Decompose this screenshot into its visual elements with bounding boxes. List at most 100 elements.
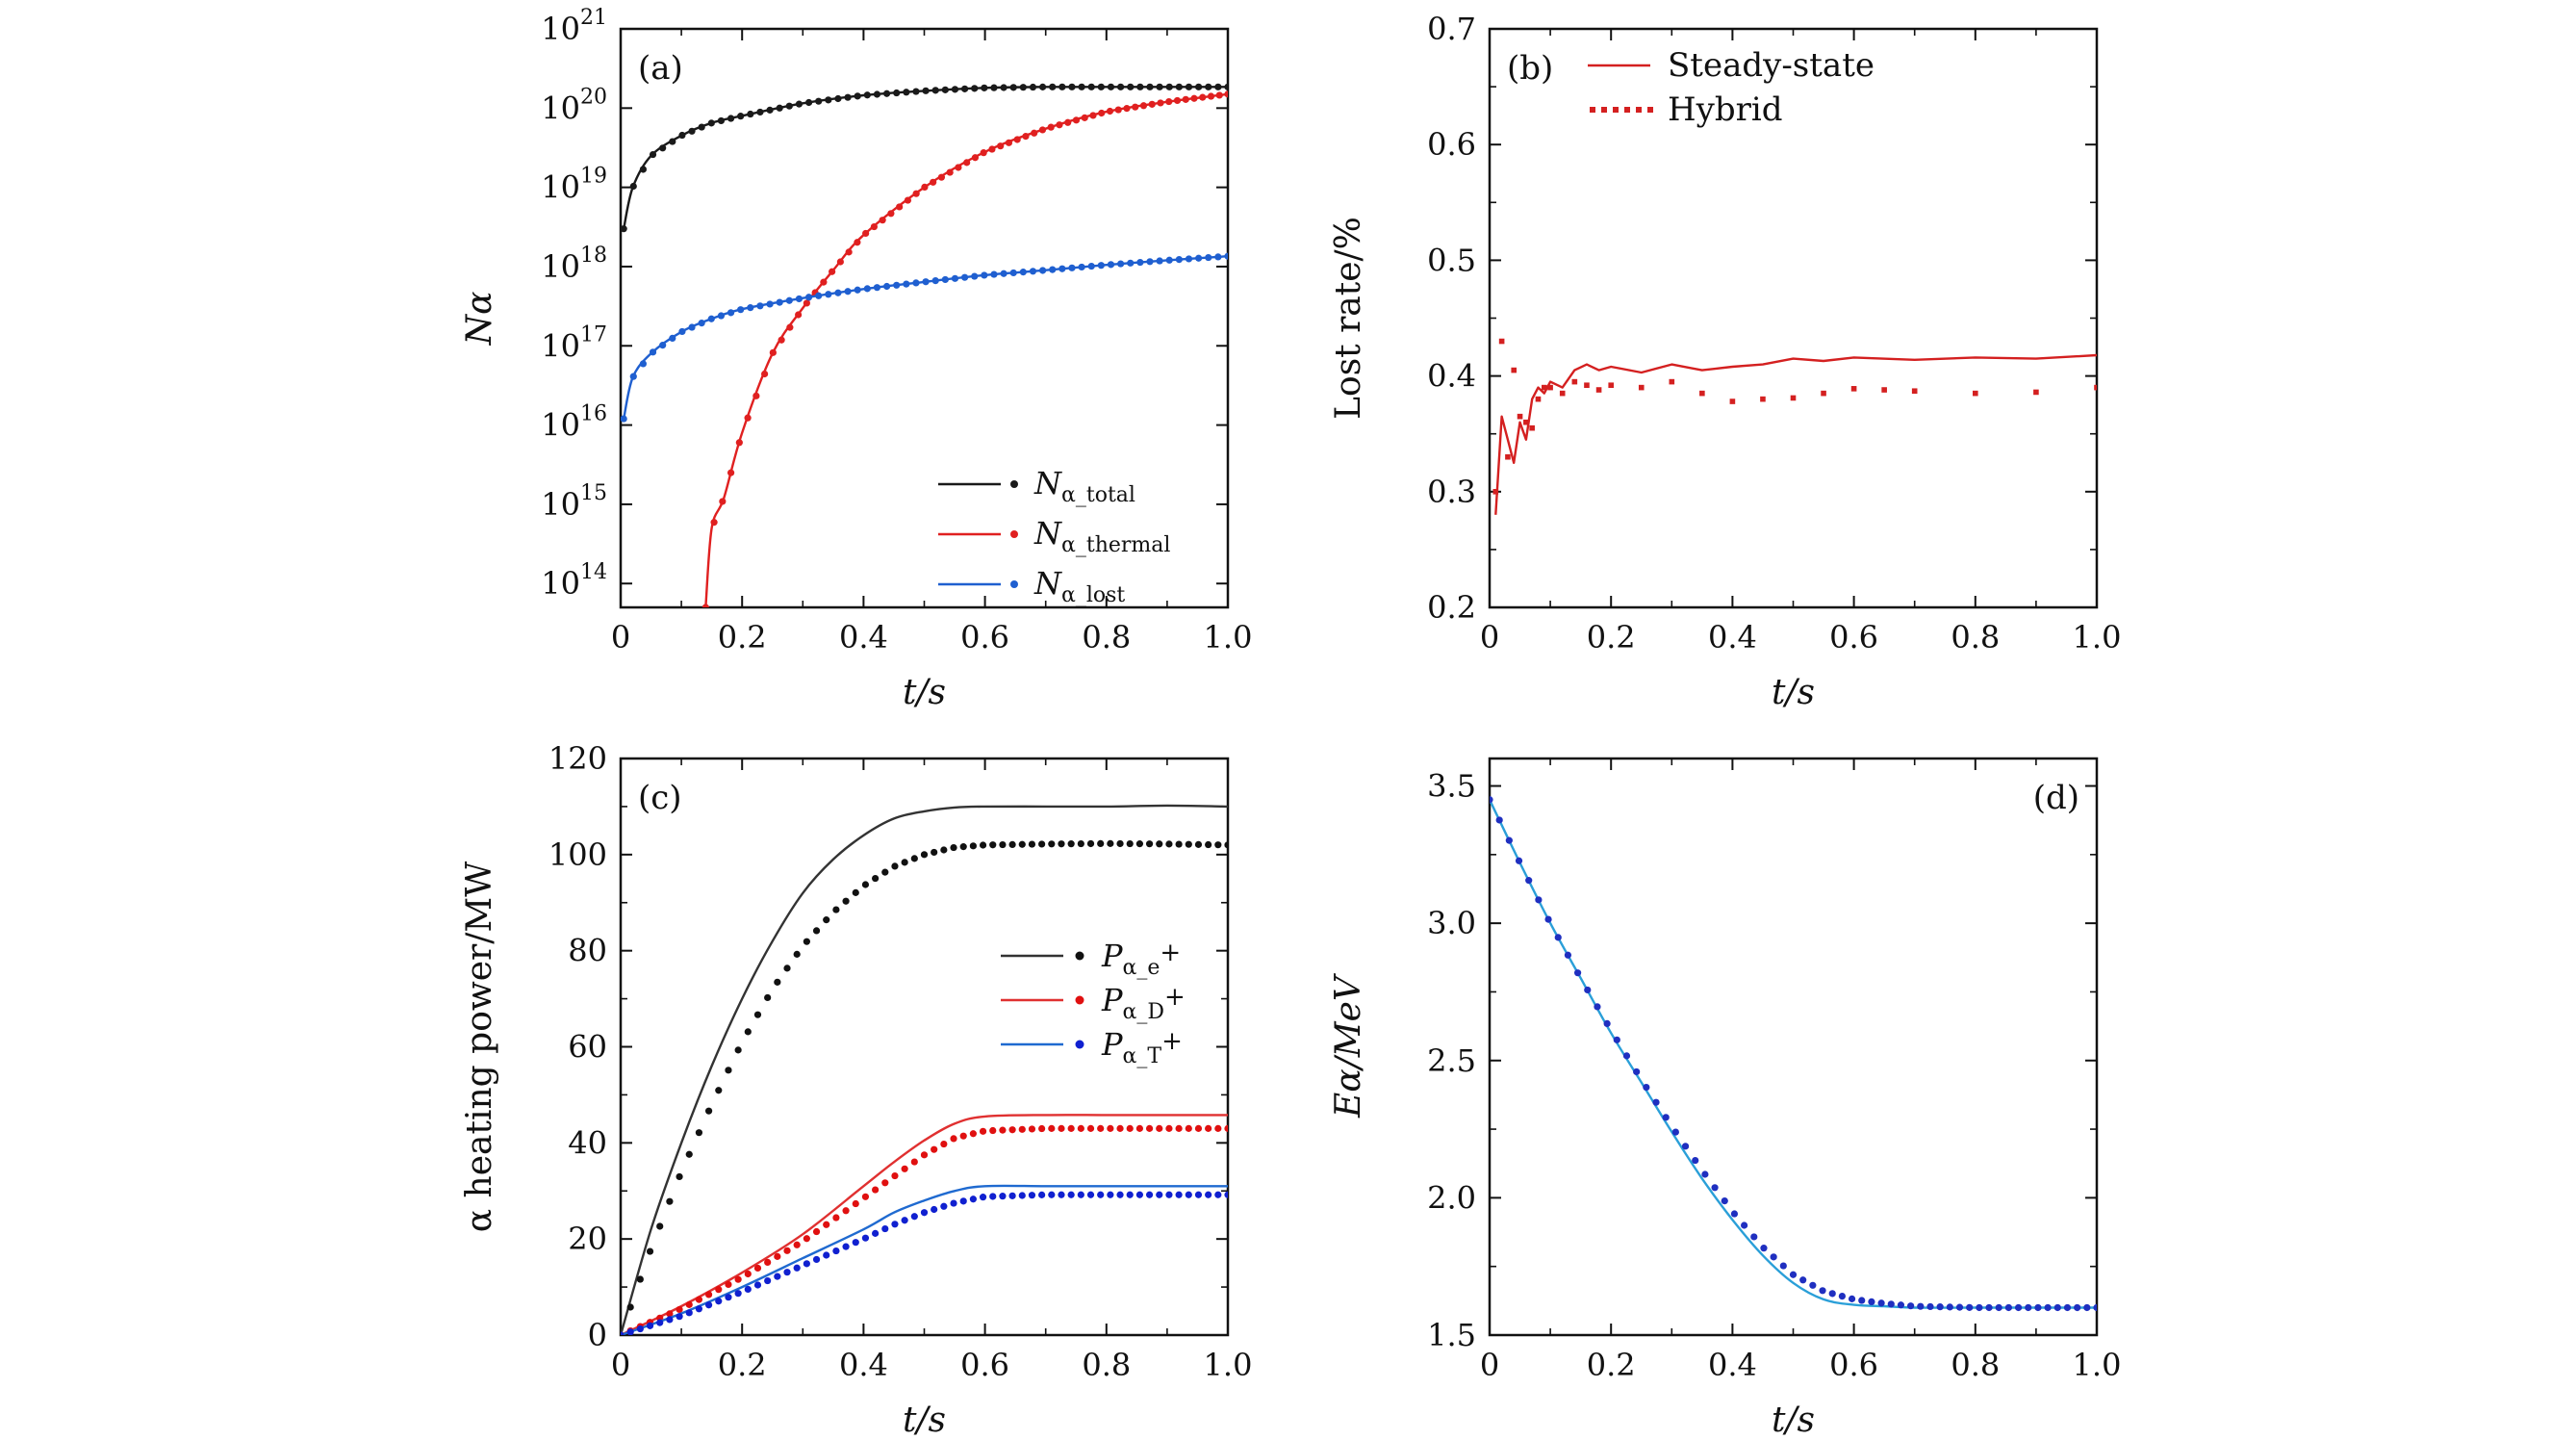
legend-main: N bbox=[1033, 515, 1062, 552]
data-point bbox=[764, 993, 772, 1002]
data-point bbox=[844, 288, 852, 296]
data-point bbox=[747, 304, 754, 312]
data-point bbox=[1117, 260, 1125, 268]
data-point bbox=[881, 1179, 889, 1187]
data-point bbox=[852, 1199, 859, 1208]
data-point bbox=[820, 278, 828, 286]
data-point bbox=[1156, 1191, 1163, 1198]
data-point bbox=[2063, 1303, 2072, 1312]
data-point bbox=[812, 927, 821, 935]
data-point bbox=[1868, 1298, 1875, 1306]
data-point bbox=[734, 1275, 742, 1283]
y-tick-label: 20 bbox=[568, 1221, 607, 1257]
plot-area bbox=[1492, 338, 2097, 515]
data-point bbox=[959, 1197, 967, 1205]
data-point bbox=[1850, 386, 1857, 392]
data-point bbox=[979, 841, 987, 849]
y-tick-label: 0.2 bbox=[1427, 589, 1476, 626]
data-point bbox=[999, 840, 1007, 849]
data-point bbox=[971, 154, 980, 162]
data-point bbox=[959, 1132, 967, 1140]
data-point bbox=[829, 268, 836, 275]
data-point bbox=[1492, 489, 1499, 495]
data-point bbox=[1072, 116, 1081, 124]
data-point bbox=[2053, 1303, 2061, 1312]
series-0 bbox=[621, 804, 1228, 1335]
y-tick-label: 0.5 bbox=[1427, 242, 1476, 278]
data-point bbox=[896, 203, 904, 211]
data-point bbox=[1114, 106, 1122, 114]
data-point bbox=[786, 323, 794, 331]
y-tick-base: 10 bbox=[541, 486, 580, 523]
data-point bbox=[761, 370, 769, 378]
data-point bbox=[1086, 1124, 1095, 1132]
data-point bbox=[685, 1309, 693, 1317]
series-5 bbox=[621, 1191, 1228, 1335]
data-point bbox=[1031, 129, 1038, 137]
data-point bbox=[621, 1331, 625, 1335]
data-point bbox=[1175, 83, 1183, 90]
y-tick-label: 1020 bbox=[541, 85, 607, 126]
data-point bbox=[1018, 1125, 1026, 1133]
data-point bbox=[1185, 1191, 1192, 1198]
data-point bbox=[1917, 1302, 1925, 1310]
legend-label: Pα_T+ bbox=[1101, 1026, 1183, 1068]
legend-marker bbox=[1075, 1040, 1084, 1049]
panel-a: 0 0.2 0.4 0.6 0.8 1.0101410151016101710181019… bbox=[460, 6, 1252, 712]
data-point bbox=[704, 1291, 713, 1299]
panel-label: (a) bbox=[638, 49, 683, 88]
x-tick-label: 0.8 bbox=[1951, 1347, 2000, 1383]
data-point bbox=[715, 1286, 723, 1294]
x-tick-label: 0.2 bbox=[718, 1347, 767, 1383]
data-point bbox=[795, 311, 803, 319]
data-point bbox=[971, 272, 979, 280]
x-axis-label: t/s bbox=[903, 1401, 946, 1440]
y-tick-label: 0.7 bbox=[1427, 11, 1476, 47]
data-point bbox=[960, 273, 969, 281]
data-point bbox=[717, 312, 726, 320]
data-point bbox=[1067, 840, 1075, 848]
legend-marker bbox=[1010, 480, 1018, 488]
data-point bbox=[1089, 112, 1097, 119]
data-point bbox=[1224, 1191, 1228, 1198]
data-point bbox=[842, 1207, 850, 1215]
data-point bbox=[1116, 839, 1124, 848]
data-point bbox=[666, 1310, 674, 1318]
data-point bbox=[1135, 1191, 1144, 1198]
data-point bbox=[1038, 1191, 1046, 1198]
data-point bbox=[1018, 840, 1026, 848]
data-point bbox=[626, 1328, 634, 1335]
y-tick-label: 1014 bbox=[541, 560, 607, 602]
data-point bbox=[1156, 1124, 1163, 1132]
legend-sub: α_D bbox=[1123, 1000, 1165, 1024]
data-point bbox=[1671, 1128, 1679, 1136]
x-tick-label: 0.2 bbox=[718, 619, 767, 656]
data-point bbox=[872, 874, 880, 883]
data-point bbox=[863, 91, 871, 99]
axes-frame bbox=[1488, 27, 2099, 609]
data-point bbox=[1584, 986, 1592, 994]
data-point bbox=[1127, 259, 1135, 267]
data-point bbox=[969, 1130, 977, 1138]
y-tick-base: 10 bbox=[541, 407, 580, 444]
data-point bbox=[979, 1194, 987, 1201]
data-point bbox=[1156, 840, 1163, 848]
data-point bbox=[753, 1011, 762, 1018]
legend-sub: α_total bbox=[1061, 483, 1135, 507]
data-point bbox=[1662, 1114, 1670, 1121]
x-tick-label: 0 bbox=[1480, 619, 1499, 656]
data-point bbox=[1622, 1052, 1631, 1060]
y-tick-exponent: 18 bbox=[580, 244, 607, 268]
data-point bbox=[1078, 83, 1085, 90]
data-point bbox=[1214, 841, 1222, 849]
data-point bbox=[756, 302, 764, 310]
data-point bbox=[1571, 378, 1578, 385]
data-point bbox=[1086, 1191, 1095, 1198]
data-point bbox=[825, 96, 832, 104]
data-point bbox=[940, 1140, 948, 1148]
data-point bbox=[910, 855, 918, 862]
data-point bbox=[1603, 1019, 1611, 1027]
data-point bbox=[1175, 1191, 1183, 1198]
x-tick-label: 0.6 bbox=[960, 1347, 1009, 1383]
data-point bbox=[2033, 389, 2039, 396]
